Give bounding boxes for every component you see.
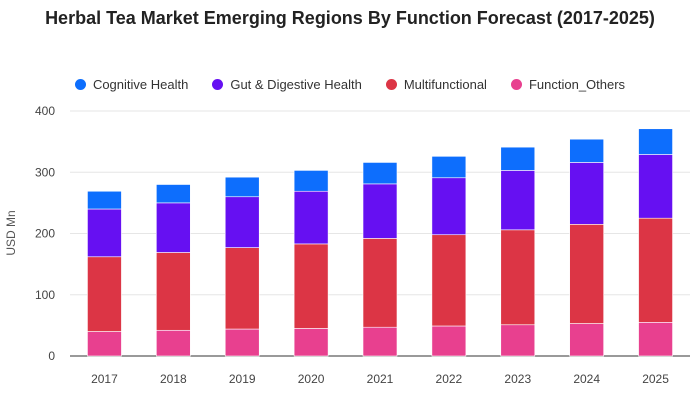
y-tick-label: 100 (35, 288, 55, 302)
x-tick-label: 2024 (573, 372, 600, 386)
x-tick-label: 2019 (229, 372, 256, 386)
x-tick-label: 2021 (367, 372, 394, 386)
legend-item[interactable]: Gut & Digestive Health (212, 77, 362, 92)
legend-item[interactable]: Cognitive Health (74, 76, 189, 92)
legend-label: Multifunctional (403, 76, 487, 92)
bar-segment (224, 247, 260, 330)
chart-title-text: Herbal Tea Market Emerging Regions By Fu… (45, 8, 655, 28)
bar-segment (431, 325, 467, 357)
legend-swatch (385, 78, 397, 90)
bar-segment (87, 208, 122, 258)
chart-title: Herbal Tea Market Emerging Regions By Fu… (0, 6, 700, 30)
bar-segment (224, 328, 260, 357)
bar-segment (87, 190, 122, 210)
legend-item[interactable]: Function_Others (510, 76, 626, 92)
legend-swatch (212, 78, 224, 90)
bar-segment (87, 256, 122, 332)
bar-segment (156, 202, 191, 253)
legend-item[interactable]: Multifunctional (385, 76, 487, 92)
x-tick-label: 2025 (642, 372, 669, 386)
y-tick-label: 0 (48, 349, 55, 363)
bar-segment (293, 243, 329, 329)
y-tick-label: 300 (35, 165, 55, 179)
bar-segment (569, 162, 604, 225)
bar-segment (500, 229, 536, 326)
legend-label: Cognitive Health (92, 76, 189, 92)
bar-segment (638, 322, 673, 357)
bar-segment (293, 190, 329, 245)
bar-segment (569, 323, 604, 357)
x-tick-label: 2020 (298, 372, 325, 386)
bar-segment (156, 252, 191, 331)
bar-segment (500, 170, 536, 231)
bar-segment (638, 154, 673, 219)
bar-segment (638, 217, 673, 323)
x-tick-label: 2023 (504, 372, 531, 386)
bar-segment (569, 138, 604, 163)
bar-segment (156, 184, 191, 204)
bar-segment (500, 324, 536, 357)
bar-segment (431, 234, 467, 327)
legend-swatch (74, 78, 86, 90)
y-tick-label: 400 (35, 104, 55, 118)
bar-segment (362, 162, 398, 185)
x-tick-label: 2018 (160, 372, 187, 386)
bar-segment (224, 176, 260, 198)
bar-segment (362, 238, 398, 328)
bar-segment (500, 146, 536, 171)
bar-segment (638, 128, 673, 155)
legend-label: Function_Others (528, 76, 626, 92)
bar-segment (362, 326, 398, 357)
x-tick-label: 2017 (91, 372, 118, 386)
bar-segment (431, 177, 467, 236)
legend-label: Gut & Digestive Health (230, 76, 362, 92)
bar-segment (293, 170, 329, 192)
bar-segment (362, 183, 398, 239)
bar-segment (224, 196, 260, 248)
legend-swatch (510, 78, 522, 90)
y-tick-label: 200 (35, 227, 55, 241)
bar-segment (156, 329, 191, 357)
bar-segment (293, 328, 329, 357)
bar-segment (87, 331, 122, 357)
x-tick-label: 2022 (436, 372, 463, 386)
bar-segment (569, 224, 604, 324)
bar-segment (431, 156, 467, 179)
legend: Cognitive Health Gut & Digestive Health Mu… (0, 74, 700, 94)
